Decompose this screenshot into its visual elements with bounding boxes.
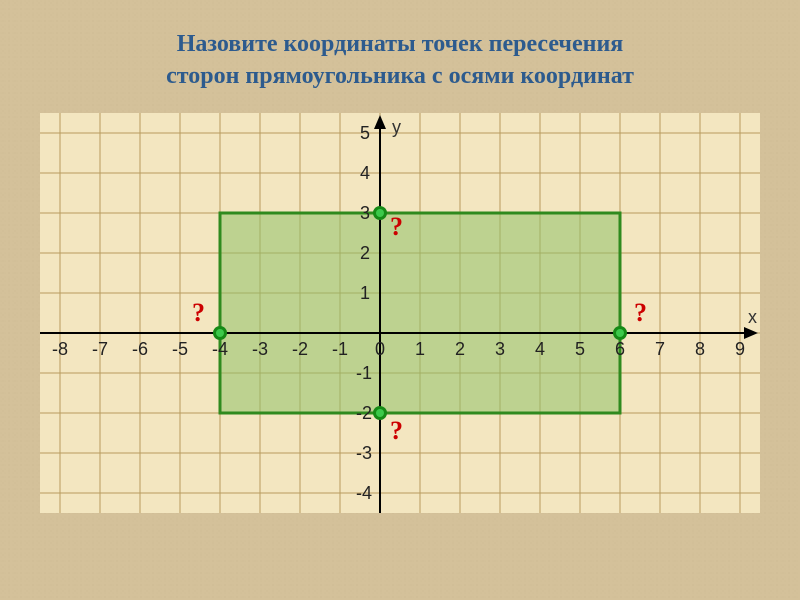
x-tick-label: 5 — [575, 339, 585, 359]
y-axis-label: y — [392, 117, 401, 137]
x-tick-label: -1 — [332, 339, 348, 359]
y-tick-label: -3 — [356, 443, 372, 463]
x-tick-label: 3 — [495, 339, 505, 359]
title-line-1: Назовите координаты точек пересечения — [177, 31, 624, 57]
x-tick-label: 9 — [735, 339, 745, 359]
y-tick-label: -2 — [356, 403, 372, 423]
x-axis-label: x — [748, 307, 757, 327]
intersection-point-inner — [216, 329, 224, 337]
x-tick-label: 8 — [695, 339, 705, 359]
y-tick-label: -1 — [356, 363, 372, 383]
x-tick-label: -3 — [252, 339, 268, 359]
intersection-point-inner — [376, 409, 384, 417]
rectangle-shape — [220, 213, 620, 413]
x-tick-label: 2 — [455, 339, 465, 359]
intersection-point-inner — [376, 209, 384, 217]
x-tick-label: 6 — [615, 339, 625, 359]
question-mark: ? — [634, 298, 647, 327]
title-line-2: сторон прямоугольника с осями координат — [166, 63, 634, 89]
x-tick-label: -2 — [292, 339, 308, 359]
y-tick-label: 3 — [360, 203, 370, 223]
question-mark: ? — [390, 212, 403, 241]
x-tick-label: 0 — [375, 339, 385, 359]
y-tick-label: -4 — [356, 483, 372, 503]
x-tick-label: 7 — [655, 339, 665, 359]
coordinate-chart: xy-8-7-6-5-4-3-2-1012345678912345-1-2-3-… — [40, 113, 760, 513]
x-tick-label: -7 — [92, 339, 108, 359]
x-tick-label: 4 — [535, 339, 545, 359]
question-mark: ? — [192, 298, 205, 327]
y-tick-label: 1 — [360, 283, 370, 303]
x-tick-label: -6 — [132, 339, 148, 359]
intersection-point-inner — [616, 329, 624, 337]
chart-svg: xy-8-7-6-5-4-3-2-1012345678912345-1-2-3-… — [40, 113, 760, 513]
x-tick-label: -5 — [172, 339, 188, 359]
question-mark: ? — [390, 416, 403, 445]
x-tick-label: 1 — [415, 339, 425, 359]
y-tick-label: 4 — [360, 163, 370, 183]
x-tick-label: -8 — [52, 339, 68, 359]
x-tick-label: -4 — [212, 339, 228, 359]
page-title: Назовите координаты точек пересечения ст… — [0, 0, 800, 103]
y-tick-label: 2 — [360, 243, 370, 263]
y-tick-label: 5 — [360, 123, 370, 143]
